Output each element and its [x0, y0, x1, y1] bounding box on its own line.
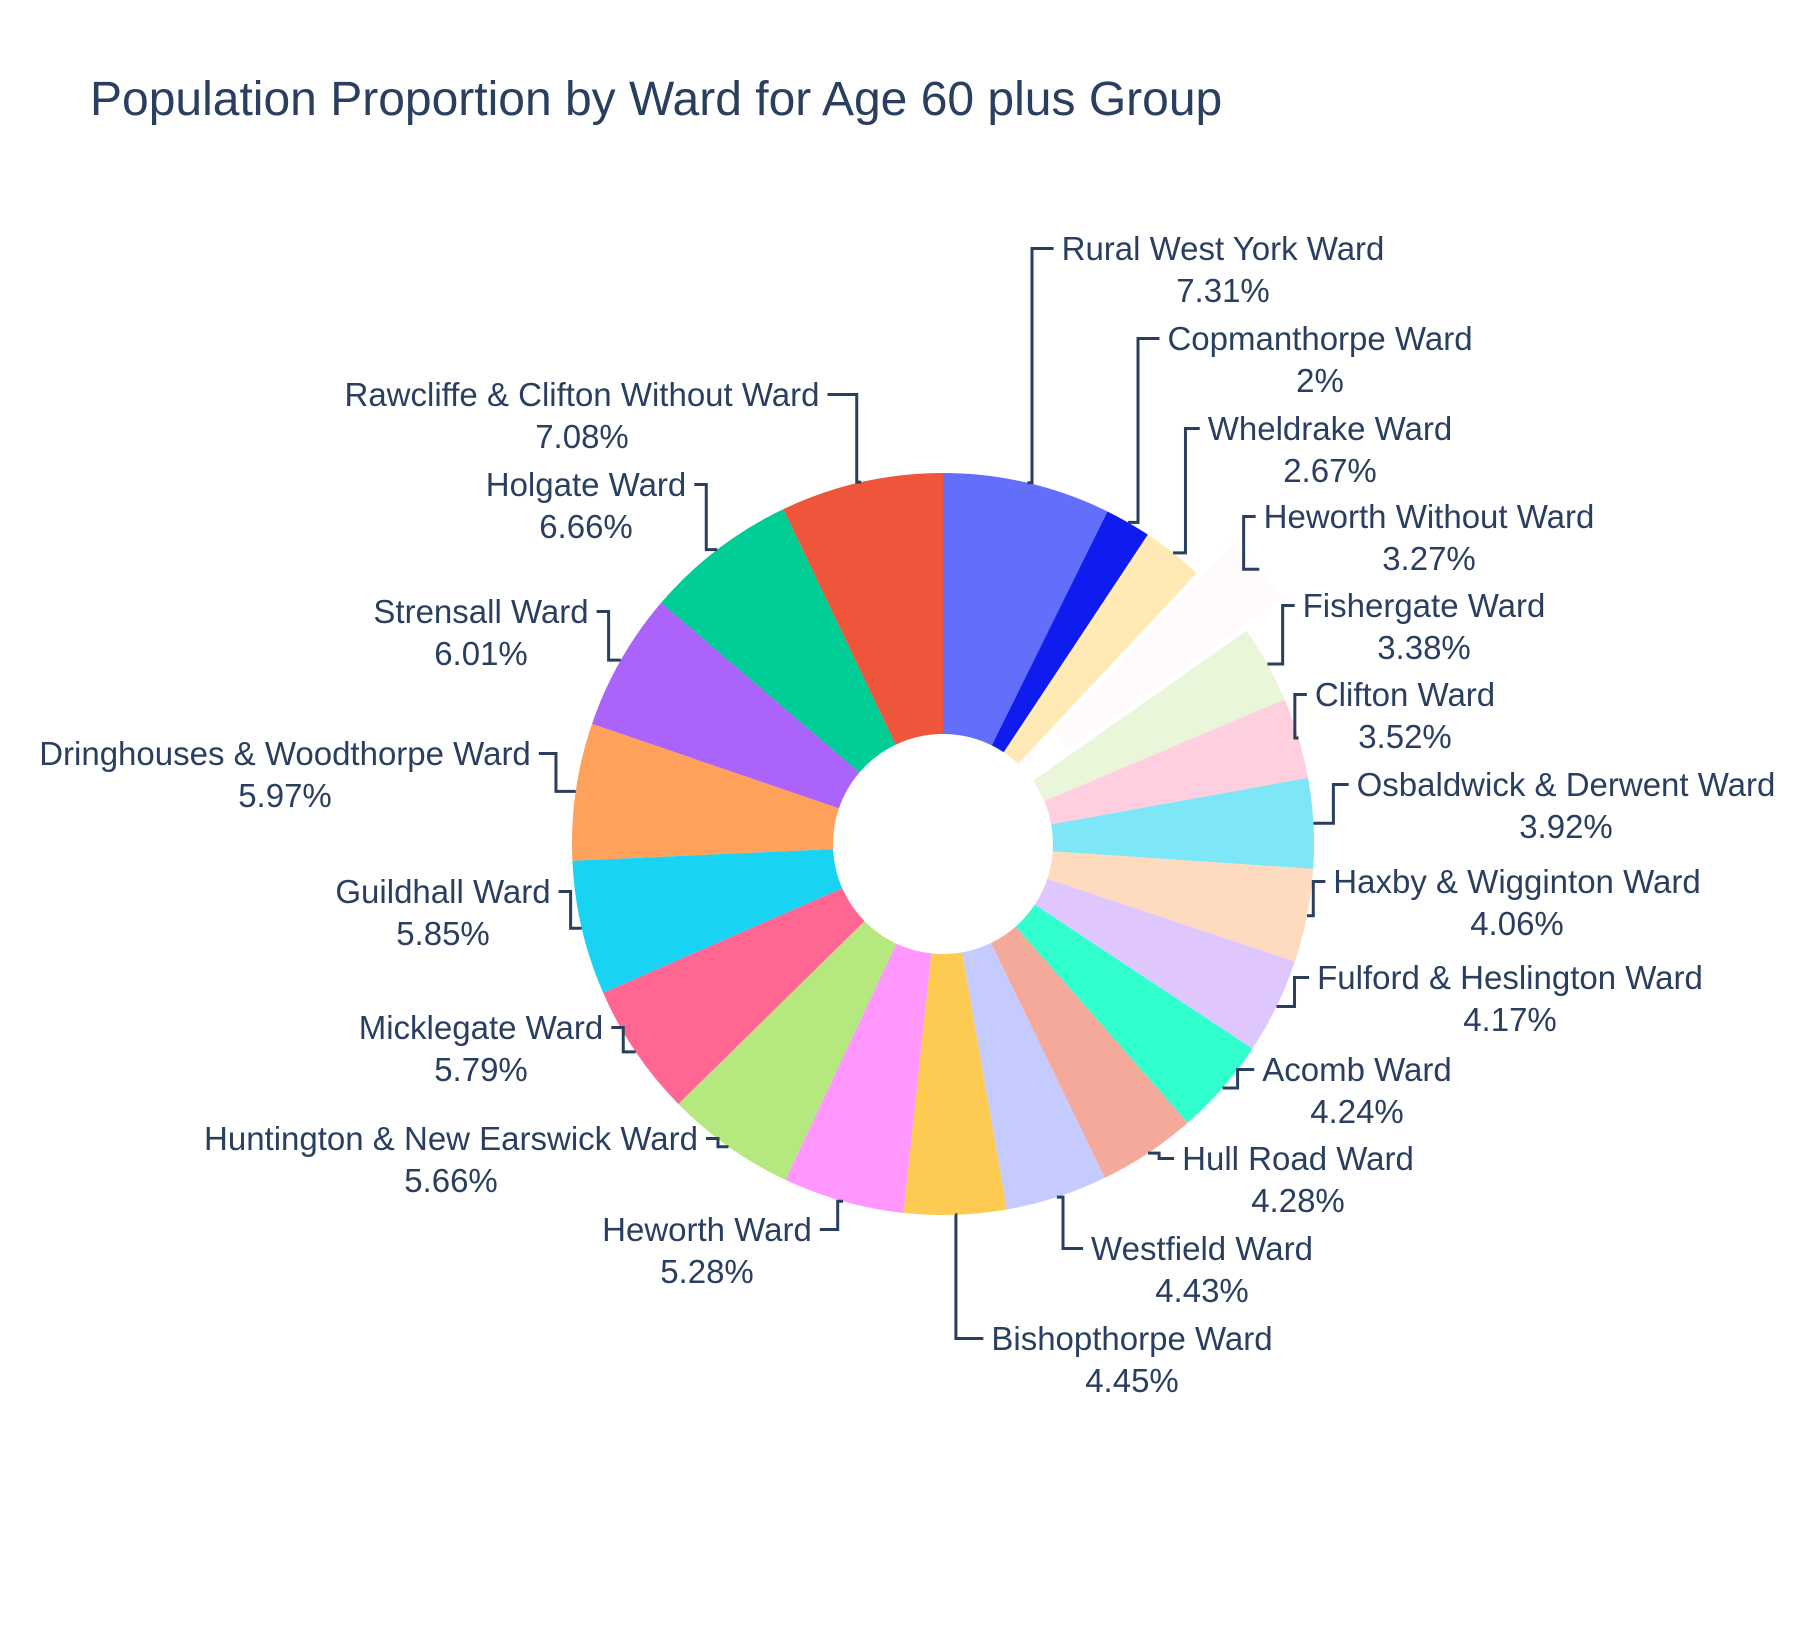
- chart-title: Population Proportion by Ward for Age 60…: [90, 73, 1223, 126]
- slice-micklegate-ward[interactable]: [603, 888, 865, 1105]
- slice-label-heworth-ward: Heworth Ward: [602, 1211, 812, 1248]
- slice-haxby-and-wigginton-ward[interactable]: [1047, 851, 1314, 962]
- leader-line-hull-road-ward: [1148, 1151, 1175, 1160]
- slice-fulford-and-heslington-ward[interactable]: [1034, 878, 1295, 1049]
- leader-line-guildhall-ward: [558, 890, 582, 930]
- slice-percent-bishopthorpe-ward: 4.45%: [1085, 1362, 1179, 1399]
- slice-label-huntington-and-new-earswick-ward: Huntington & New Earswick Ward: [204, 1120, 698, 1157]
- slice-percent-wheldrake-ward: 2.67%: [1283, 452, 1377, 489]
- leader-line-dringhouses-and-woodthorpe-ward: [538, 752, 576, 793]
- slice-rural-west-york-ward[interactable]: [943, 473, 1108, 746]
- leader-line-fishergate-ward: [1267, 604, 1295, 666]
- leader-line-westfield-ward: [1056, 1195, 1084, 1250]
- leader-line-strensall-ward: [596, 610, 621, 662]
- slice-label-hull-road-ward: Hull Road Ward: [1182, 1140, 1414, 1177]
- slice-label-rural-west-york-ward: Rural West York Ward: [1062, 230, 1385, 267]
- slice-label-guildhall-ward: Guildhall Ward: [335, 873, 550, 910]
- leader-line-bishopthorpe-ward: [954, 1213, 984, 1340]
- slice-label-clifton-ward: Clifton Ward: [1315, 676, 1495, 713]
- slice-clifton-ward[interactable]: [1044, 699, 1309, 825]
- slice-label-heworth-without-ward: Heworth Without Ward: [1264, 498, 1595, 535]
- leader-line-acomb-ward: [1222, 1068, 1255, 1090]
- leader-line-copmanthorpe-ward: [1128, 337, 1160, 524]
- slice-percent-guildhall-ward: 5.85%: [396, 915, 490, 952]
- slice-fishergate-ward[interactable]: [1032, 630, 1285, 802]
- slice-percent-fulford-and-heslington-ward: 4.17%: [1463, 1001, 1557, 1038]
- leader-line-rawcliffe-and-clifton-without-ward: [827, 393, 862, 484]
- slice-label-copmanthorpe-ward: Copmanthorpe Ward: [1167, 320, 1472, 357]
- slice-label-bishopthorpe-ward: Bishopthorpe Ward: [991, 1320, 1272, 1357]
- leader-line-clifton-ward: [1293, 693, 1307, 740]
- slice-percent-rawcliffe-and-clifton-without-ward: 7.08%: [535, 418, 629, 455]
- slice-label-wheldrake-ward: Wheldrake Ward: [1208, 410, 1453, 447]
- leader-lines: [538, 247, 1349, 1340]
- slice-labels: Rural West York Ward 7.31% Copmanthorpe Wa…: [39, 230, 1775, 1399]
- leader-line-haxby-and-wigginton-ward: [1306, 880, 1326, 918]
- slice-hull-road-ward[interactable]: [990, 926, 1188, 1178]
- slices: [572, 473, 1314, 1216]
- slice-percent-heworth-without-ward: 3.27%: [1382, 540, 1476, 577]
- slice-percent-westfield-ward: 4.43%: [1155, 1272, 1249, 1309]
- slice-label-osbaldwick-and-derwent-ward: Osbaldwick & Derwent Ward: [1357, 766, 1776, 803]
- slice-percent-rural-west-york-ward: 7.31%: [1176, 272, 1270, 309]
- slice-wheldrake-ward[interactable]: [1003, 534, 1197, 764]
- slice-percent-fishergate-ward: 3.38%: [1377, 629, 1471, 666]
- slice-percent-hull-road-ward: 4.28%: [1251, 1182, 1345, 1219]
- slice-label-acomb-ward: Acomb Ward: [1262, 1051, 1452, 1088]
- slice-label-micklegate-ward: Micklegate Ward: [359, 1009, 604, 1046]
- slice-osbaldwick-and-derwent-ward[interactable]: [1051, 777, 1314, 869]
- slice-heworth-without-ward[interactable]: [1054, 541, 1283, 750]
- slice-label-fulford-and-heslington-ward: Fulford & Heslington Ward: [1317, 959, 1703, 996]
- slice-label-haxby-and-wigginton-ward: Haxby & Wigginton Ward: [1333, 863, 1700, 900]
- leader-line-osbaldwick-and-derwent-ward: [1313, 783, 1349, 825]
- leader-line-micklegate-ward: [611, 1026, 636, 1054]
- slice-label-fishergate-ward: Fishergate Ward: [1303, 587, 1546, 624]
- slice-percent-copmanthorpe-ward: 2%: [1296, 362, 1344, 399]
- slice-label-rawcliffe-and-clifton-without-ward: Rawcliffe & Clifton Without Ward: [345, 376, 820, 413]
- slice-acomb-ward[interactable]: [1015, 904, 1253, 1123]
- slice-holgate-ward[interactable]: [661, 509, 896, 773]
- leader-line-wheldrake-ward: [1173, 427, 1200, 555]
- slice-percent-huntington-and-new-earswick-ward: 5.66%: [404, 1162, 498, 1199]
- slice-heworth-ward[interactable]: [785, 943, 932, 1213]
- slice-percent-osbaldwick-and-derwent-ward: 3.92%: [1519, 808, 1613, 845]
- slice-percent-holgate-ward: 6.66%: [539, 508, 633, 545]
- slice-percent-dringhouses-and-woodthorpe-ward: 5.97%: [238, 777, 332, 814]
- slice-percent-clifton-ward: 3.52%: [1358, 718, 1452, 755]
- slice-bishopthorpe-ward[interactable]: [903, 952, 1007, 1216]
- slice-label-strensall-ward: Strensall Ward: [373, 593, 588, 630]
- slice-percent-micklegate-ward: 5.79%: [434, 1051, 528, 1088]
- leader-line-huntington-and-new-earswick-ward: [705, 1137, 729, 1149]
- leader-line-heworth-ward: [819, 1199, 844, 1231]
- slice-label-dringhouses-and-woodthorpe-ward: Dringhouses & Woodthorpe Ward: [39, 735, 531, 772]
- slice-dringhouses-and-woodthorpe-ward[interactable]: [572, 723, 839, 861]
- slice-percent-heworth-ward: 5.28%: [660, 1253, 754, 1290]
- slice-westfield-ward[interactable]: [961, 942, 1105, 1210]
- leader-line-rural-west-york-ward: [1027, 247, 1054, 485]
- slice-label-holgate-ward: Holgate Ward: [486, 466, 687, 503]
- slice-guildhall-ward[interactable]: [572, 848, 843, 993]
- slice-rawcliffe-and-clifton-without-ward[interactable]: [783, 473, 943, 745]
- slice-strensall-ward[interactable]: [592, 602, 860, 809]
- slice-percent-acomb-ward: 4.24%: [1310, 1093, 1404, 1130]
- leader-line-holgate-ward: [694, 483, 718, 552]
- slice-huntington-and-new-earswick-ward[interactable]: [678, 921, 897, 1180]
- leader-line-heworth-without-ward: [1242, 515, 1260, 571]
- slice-percent-strensall-ward: 6.01%: [434, 635, 528, 672]
- slice-label-westfield-ward: Westfield Ward: [1091, 1230, 1313, 1267]
- slice-percent-haxby-and-wigginton-ward: 4.06%: [1470, 905, 1564, 942]
- slice-copmanthorpe-ward[interactable]: [991, 511, 1148, 753]
- leader-line-fulford-and-heslington-ward: [1276, 976, 1310, 1008]
